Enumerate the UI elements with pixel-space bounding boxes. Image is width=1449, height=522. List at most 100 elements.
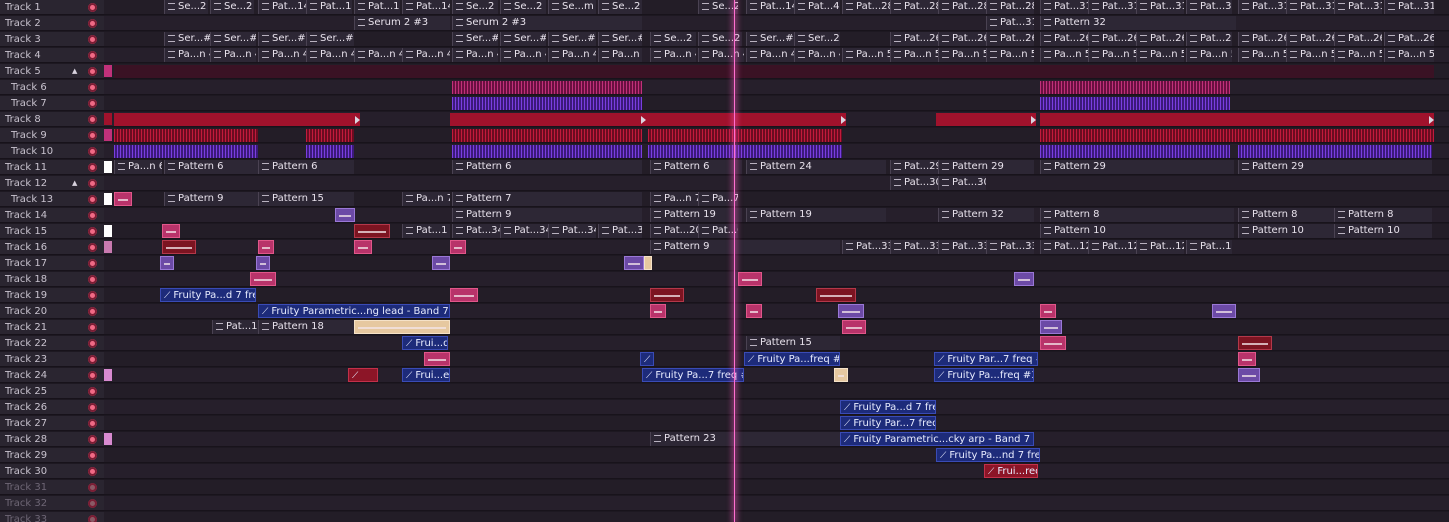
pattern-clip[interactable]: Pat...12 xyxy=(1088,240,1136,254)
track-mute-button[interactable] xyxy=(88,195,97,204)
track-header[interactable]: Track 7 xyxy=(0,96,104,111)
pattern-clip[interactable]: Se...m 2 xyxy=(548,0,596,14)
automation-clip[interactable]: ⟋ Fruity Pa...freq #3 xyxy=(744,352,840,366)
pattern-clip[interactable]: Pattern 15 xyxy=(746,336,840,350)
pattern-clip[interactable]: Ser...#2 xyxy=(210,32,256,46)
track-mute-button[interactable] xyxy=(88,131,97,140)
track-header[interactable]: Track 27 xyxy=(0,416,104,431)
pattern-clip[interactable]: Pat...28 xyxy=(890,0,938,14)
audio-clip[interactable] xyxy=(114,192,132,206)
audio-clip[interactable] xyxy=(250,272,276,286)
pattern-clip[interactable]: Ser...#2 xyxy=(452,32,498,46)
pattern-clip[interactable]: Pattern 8 xyxy=(1238,208,1334,222)
pattern-clip[interactable]: Pattern 7 xyxy=(452,192,642,206)
track-lane[interactable] xyxy=(104,176,1449,191)
pattern-clip[interactable]: Pa...n 5 xyxy=(1040,48,1088,62)
track-lane[interactable] xyxy=(104,16,1449,31)
pattern-clip[interactable]: Pattern 18 xyxy=(258,320,354,334)
track-header[interactable]: Track 3 xyxy=(0,32,104,47)
pattern-clip[interactable]: Pa...n 5 xyxy=(986,48,1034,62)
pattern-clip[interactable]: Pa...n 4 xyxy=(210,48,256,62)
track-mute-button[interactable] xyxy=(88,3,97,12)
track-header[interactable]: Track 17 xyxy=(0,256,104,271)
automation-clip[interactable]: ⟋ Fruity Pa...d 7 freq xyxy=(160,288,256,302)
track-header[interactable]: Track 21 xyxy=(0,320,104,335)
track-mute-button[interactable] xyxy=(88,307,97,316)
pattern-clip[interactable]: Pat...26 xyxy=(1286,32,1334,46)
track-header[interactable]: Track 23 xyxy=(0,352,104,367)
pattern-clip[interactable]: Pat...14 xyxy=(306,0,352,14)
track-header[interactable]: Track 31 xyxy=(0,480,104,495)
pattern-clip[interactable]: Pa...n 5 xyxy=(1334,48,1382,62)
pattern-block[interactable] xyxy=(452,129,642,142)
track-header[interactable]: Track 25 xyxy=(0,384,104,399)
pattern-clip[interactable]: Pat...14 xyxy=(746,0,794,14)
pattern-clip[interactable]: Pa...n 4 xyxy=(164,48,210,62)
pattern-block[interactable] xyxy=(648,129,842,142)
track-lane[interactable] xyxy=(104,480,1449,495)
track-lane[interactable] xyxy=(104,96,1449,111)
track-mute-button[interactable] xyxy=(88,419,97,428)
pattern-block[interactable] xyxy=(114,113,360,126)
pattern-clip[interactable]: Pat...31 xyxy=(1186,0,1232,14)
track-header[interactable]: Track 26 xyxy=(0,400,104,415)
track-mute-button[interactable] xyxy=(88,387,97,396)
pattern-clip[interactable]: Pat...12 xyxy=(1186,240,1232,254)
pattern-clip[interactable]: Pattern 32 xyxy=(938,208,1034,222)
track-header[interactable]: Track 2 xyxy=(0,16,104,31)
track-header[interactable]: Track 30 xyxy=(0,464,104,479)
pattern-clip[interactable]: Pa...n 5 xyxy=(1238,48,1286,62)
pattern-block[interactable] xyxy=(306,145,354,158)
track-mute-button[interactable] xyxy=(88,467,97,476)
audio-clip[interactable] xyxy=(650,304,666,318)
automation-clip[interactable]: ⟋Fruity Par...7 freq #4 xyxy=(934,352,1038,366)
track-lane[interactable] xyxy=(104,448,1449,463)
track-mute-button[interactable] xyxy=(88,19,97,28)
audio-clip[interactable] xyxy=(432,256,450,270)
pattern-block[interactable] xyxy=(1040,81,1230,94)
pattern-block[interactable] xyxy=(1040,145,1230,158)
track-header[interactable]: Track 24 xyxy=(0,368,104,383)
pattern-clip[interactable]: Pattern 29 xyxy=(1238,160,1432,174)
audio-clip[interactable] xyxy=(354,224,390,238)
pattern-clip[interactable]: Se...2 xyxy=(650,32,696,46)
automation-clip[interactable]: ⟋ xyxy=(348,368,378,382)
track-lane[interactable] xyxy=(104,416,1449,431)
pattern-clip[interactable]: Pat...31 xyxy=(986,16,1034,30)
pattern-clip[interactable]: Pat...26 xyxy=(1088,32,1136,46)
track-mute-button[interactable] xyxy=(88,291,97,300)
track-lane[interactable] xyxy=(104,496,1449,511)
pattern-clip[interactable]: Pat...26 xyxy=(1136,32,1184,46)
track-mute-button[interactable] xyxy=(88,99,97,108)
collapse-triangle-icon[interactable]: ▲ xyxy=(72,67,78,75)
pattern-block[interactable] xyxy=(452,81,642,94)
track-lane[interactable] xyxy=(104,464,1449,479)
pattern-block[interactable] xyxy=(936,113,1036,126)
audio-clip[interactable] xyxy=(162,224,180,238)
pattern-clip[interactable]: Pat...14 xyxy=(402,0,450,14)
pattern-clip[interactable]: Pattern 29 xyxy=(938,160,1034,174)
pattern-clip[interactable]: Se...2 xyxy=(698,0,738,14)
pattern-clip[interactable]: Pattern 10 xyxy=(1238,224,1334,238)
pattern-clip[interactable]: Pat...29 xyxy=(890,160,938,174)
track-mute-button[interactable] xyxy=(88,243,97,252)
audio-clip[interactable] xyxy=(1238,352,1256,366)
automation-clip[interactable]: ⟋ Fruity Pa...nd 7 freq xyxy=(936,448,1040,462)
audio-clip[interactable] xyxy=(1040,336,1066,350)
track-lane[interactable] xyxy=(104,272,1449,287)
pattern-clip[interactable]: Se...2 xyxy=(598,0,642,14)
automation-clip[interactable]: ⟋Fruity Parametric...ng lead - Band 7 fr… xyxy=(258,304,450,318)
pattern-clip[interactable]: Pat...33 xyxy=(890,240,938,254)
pattern-clip[interactable]: Pat...34 xyxy=(548,224,596,238)
pattern-clip[interactable]: Pa...n 4 xyxy=(794,48,840,62)
collapse-triangle-icon[interactable]: ▲ xyxy=(72,179,78,187)
track-mute-button[interactable] xyxy=(88,499,97,508)
pattern-block[interactable] xyxy=(1040,113,1434,126)
track-header[interactable]: Track 1 xyxy=(0,0,104,15)
audio-clip[interactable] xyxy=(816,288,856,302)
track-mute-button[interactable] xyxy=(88,515,97,522)
track-header[interactable]: Track 15 xyxy=(0,224,104,239)
track-mute-button[interactable] xyxy=(88,67,97,76)
pattern-clip[interactable]: Pat...18 xyxy=(212,320,258,334)
track-header[interactable]: Track 9 xyxy=(0,128,104,143)
